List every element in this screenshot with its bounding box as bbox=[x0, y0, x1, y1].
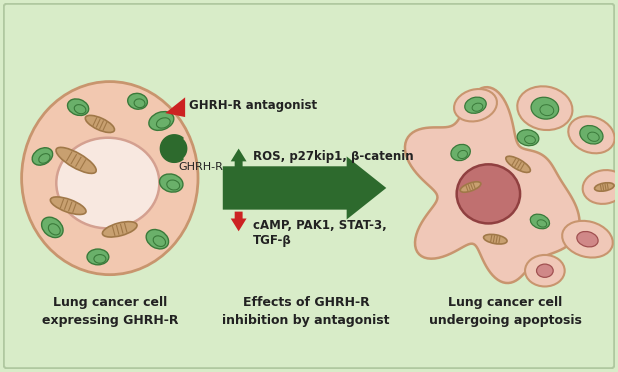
Ellipse shape bbox=[85, 115, 114, 132]
Text: GHRH-R: GHRH-R bbox=[178, 162, 223, 172]
FancyArrow shape bbox=[231, 148, 247, 168]
Ellipse shape bbox=[460, 182, 481, 192]
Ellipse shape bbox=[87, 249, 109, 265]
Ellipse shape bbox=[577, 231, 598, 247]
Ellipse shape bbox=[517, 130, 539, 146]
Ellipse shape bbox=[531, 97, 559, 119]
Ellipse shape bbox=[67, 99, 89, 115]
Text: Lung cancer cell
undergoing apoptosis: Lung cancer cell undergoing apoptosis bbox=[429, 296, 582, 327]
Ellipse shape bbox=[41, 217, 63, 238]
Text: cAMP, PAK1, STAT-3,
TGF-β: cAMP, PAK1, STAT-3, TGF-β bbox=[253, 219, 386, 247]
Ellipse shape bbox=[525, 255, 565, 286]
Ellipse shape bbox=[451, 144, 470, 161]
Text: Lung cancer cell
expressing GHRH-R: Lung cancer cell expressing GHRH-R bbox=[41, 296, 178, 327]
Ellipse shape bbox=[454, 89, 497, 121]
Ellipse shape bbox=[530, 214, 549, 229]
Ellipse shape bbox=[580, 125, 603, 144]
Polygon shape bbox=[405, 87, 580, 283]
FancyBboxPatch shape bbox=[4, 4, 614, 368]
Ellipse shape bbox=[457, 164, 520, 224]
Ellipse shape bbox=[56, 138, 159, 228]
Ellipse shape bbox=[149, 112, 174, 131]
Ellipse shape bbox=[128, 93, 148, 109]
Ellipse shape bbox=[50, 197, 86, 215]
Polygon shape bbox=[160, 135, 183, 162]
Ellipse shape bbox=[103, 222, 137, 237]
Ellipse shape bbox=[562, 221, 613, 257]
Ellipse shape bbox=[159, 174, 183, 192]
Text: Effects of GHRH-R
inhibition by antagonist: Effects of GHRH-R inhibition by antagoni… bbox=[222, 296, 390, 327]
FancyArrow shape bbox=[231, 212, 247, 231]
Ellipse shape bbox=[569, 116, 615, 153]
Ellipse shape bbox=[536, 264, 553, 278]
Polygon shape bbox=[163, 136, 187, 158]
Ellipse shape bbox=[56, 147, 96, 173]
Ellipse shape bbox=[146, 230, 169, 249]
Text: GHRH-R antagonist: GHRH-R antagonist bbox=[189, 99, 317, 112]
Ellipse shape bbox=[595, 183, 614, 191]
Polygon shape bbox=[165, 97, 185, 117]
Ellipse shape bbox=[465, 97, 486, 113]
Ellipse shape bbox=[506, 156, 530, 173]
Text: ROS, p27kip1, β-catenin: ROS, p27kip1, β-catenin bbox=[253, 150, 413, 163]
Ellipse shape bbox=[22, 81, 198, 275]
Ellipse shape bbox=[517, 86, 572, 130]
Ellipse shape bbox=[583, 170, 618, 204]
Ellipse shape bbox=[483, 234, 507, 244]
Ellipse shape bbox=[32, 148, 53, 165]
FancyArrow shape bbox=[222, 157, 386, 219]
